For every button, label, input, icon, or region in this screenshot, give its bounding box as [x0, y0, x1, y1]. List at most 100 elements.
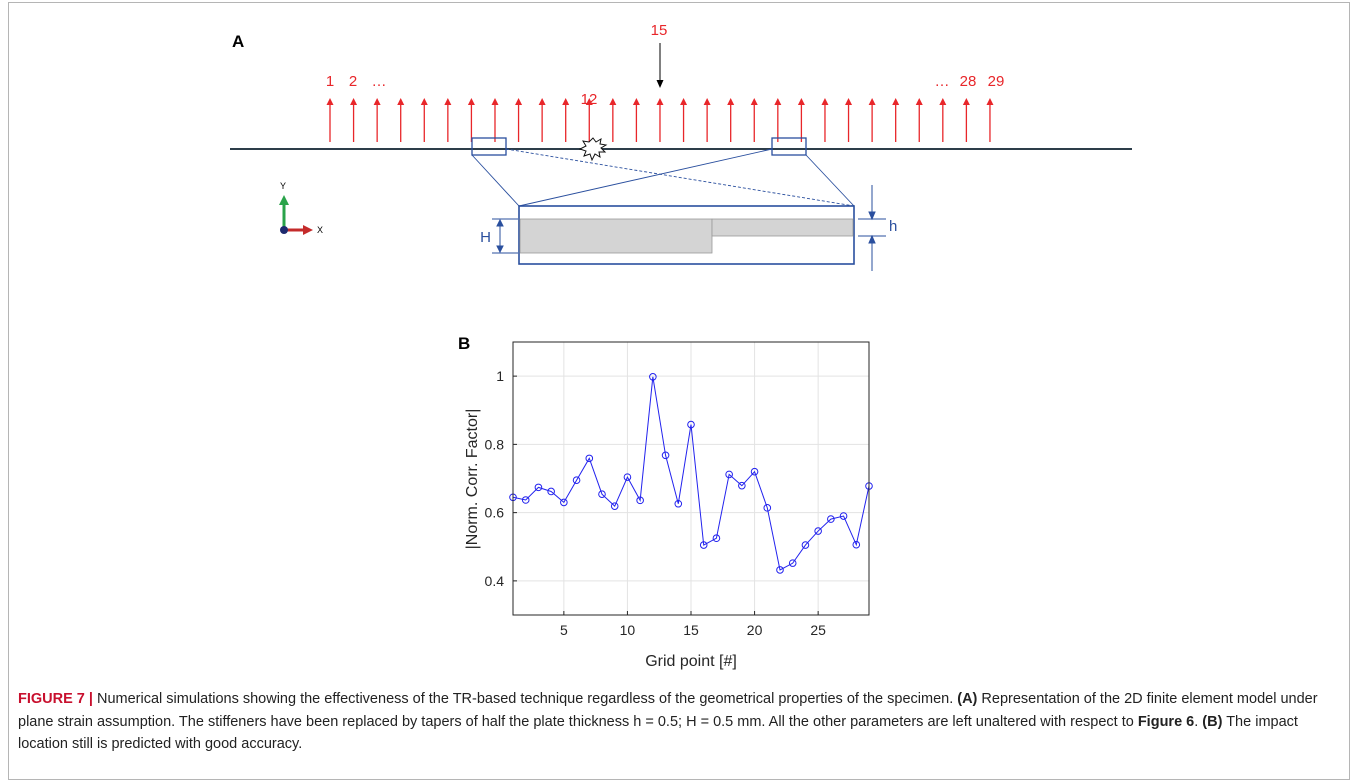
data-point	[750, 467, 759, 476]
data-point	[814, 527, 822, 535]
sensor-arrow	[397, 98, 405, 142]
zoom-box-right	[771, 137, 807, 156]
data-point	[852, 540, 861, 549]
sensor-arrow	[868, 98, 876, 142]
sensor-arrow	[467, 98, 475, 142]
sensor-arrow	[797, 98, 805, 142]
sensor-label-ellipsis-right: …	[935, 73, 950, 90]
sensor-arrow	[703, 98, 711, 142]
caption-ref-a: (A)	[957, 691, 978, 707]
sensor-label-ellipsis-left: …	[372, 73, 387, 90]
caption-text-3: .	[1194, 713, 1203, 730]
data-point	[674, 499, 683, 508]
sensor-arrow	[562, 98, 570, 142]
thick-plate-section	[519, 218, 713, 254]
x-tick-label: 15	[683, 622, 699, 638]
caption-text-1: Numerical simulations showing the effect…	[92, 691, 958, 707]
y-tick-label: 1	[496, 368, 504, 384]
thin-plate-section	[711, 218, 854, 237]
data-point	[763, 504, 772, 512]
data-point	[712, 534, 721, 543]
sensor-arrow	[632, 98, 640, 142]
data-point	[572, 476, 581, 485]
y-ticks: 0.4 0.6 0.8 1	[485, 368, 517, 589]
sensor-arrow	[515, 98, 523, 142]
data-point	[585, 454, 594, 463]
figure-number: FIGURE 7 |	[18, 691, 93, 707]
caption-text-2: Representation of the 2D finite element …	[18, 691, 1318, 730]
sensor-arrow	[962, 98, 970, 142]
dimension-small-thickness	[858, 185, 886, 271]
sensor-label-1: 1	[326, 73, 334, 90]
figure-canvas: A 1 2 … 12 … 28 29 15 H	[230, 22, 1132, 670]
caption-ref-figure-6[interactable]: Figure 6	[1137, 713, 1195, 730]
dimension-small-label: h	[889, 218, 897, 235]
impact-arrow	[656, 43, 664, 88]
y-axis-label: |Norm. Corr. Factor|	[464, 409, 481, 550]
sensor-arrow	[727, 98, 735, 142]
data-point	[801, 541, 810, 549]
axis-x-label: X	[317, 225, 323, 235]
data-point	[687, 420, 695, 429]
data-point	[661, 451, 670, 460]
data-point	[623, 473, 632, 481]
data-point	[598, 490, 606, 498]
grid-lines	[513, 342, 869, 615]
sensor-arrow	[538, 98, 546, 142]
panel-a-label: A	[232, 32, 244, 51]
sensor-arrow	[915, 98, 923, 142]
data-point	[610, 502, 619, 510]
sensor-arrow	[892, 98, 900, 142]
data-point	[839, 512, 848, 520]
y-tick-label: 0.8	[485, 436, 505, 452]
callout-lines	[471, 148, 855, 207]
data-point	[776, 566, 784, 574]
dimension-big-thickness	[492, 218, 518, 254]
data-point	[521, 496, 530, 504]
sensor-arrow	[609, 98, 617, 142]
data-point	[547, 487, 555, 496]
chart-b: 5 10 15 20 25 0.4 0.6 0.8 1 Grid point [#] |Nor…	[464, 341, 873, 670]
y-tick-label: 0.4	[485, 573, 505, 589]
figure-frame	[8, 2, 1350, 780]
sensor-arrow	[491, 98, 499, 142]
data-point	[560, 498, 568, 507]
sensor-label-2: 2	[349, 73, 357, 90]
data-point	[699, 541, 708, 549]
sensor-label-29: 29	[988, 73, 1005, 90]
sensor-arrow	[845, 98, 853, 142]
sensor-arrow	[444, 98, 452, 142]
sensor-arrow	[680, 98, 688, 142]
data-point	[649, 373, 657, 381]
x-tick-label: 10	[620, 622, 636, 638]
series-points	[509, 373, 873, 574]
caption-ref-b: (B)	[1202, 713, 1223, 730]
coordinate-axes-icon	[279, 195, 313, 235]
impact-label: 15	[651, 22, 668, 39]
dimension-big-label: H	[480, 229, 491, 246]
series-line	[512, 376, 870, 571]
sensor-arrow	[821, 98, 829, 142]
x-tick-label: 20	[747, 622, 763, 638]
impact-burst-icon	[578, 137, 608, 162]
axis-y-label: Y	[280, 181, 286, 191]
zoom-box-left	[471, 137, 507, 156]
x-axis-label: Grid point [#]	[645, 653, 737, 670]
sensor-arrow	[656, 98, 664, 142]
x-tick-label: 5	[560, 622, 568, 638]
data-point	[534, 483, 543, 492]
data-point	[738, 481, 746, 490]
y-tick-label: 0.6	[485, 505, 505, 521]
sensor-arrow	[585, 98, 593, 142]
sensor-arrow	[373, 98, 381, 142]
panel-b-label: B	[458, 334, 470, 353]
caption-text-4: The impact location still is predicted w…	[18, 713, 1298, 753]
data-point	[827, 515, 835, 523]
sensor-arrow	[750, 98, 758, 142]
sensor-label-28: 28	[960, 73, 977, 90]
data-point	[725, 470, 733, 479]
sensor-arrow	[939, 98, 947, 142]
x-tick-label: 25	[810, 622, 826, 638]
sensor-arrows	[326, 98, 994, 142]
sensor-arrow	[420, 98, 428, 142]
